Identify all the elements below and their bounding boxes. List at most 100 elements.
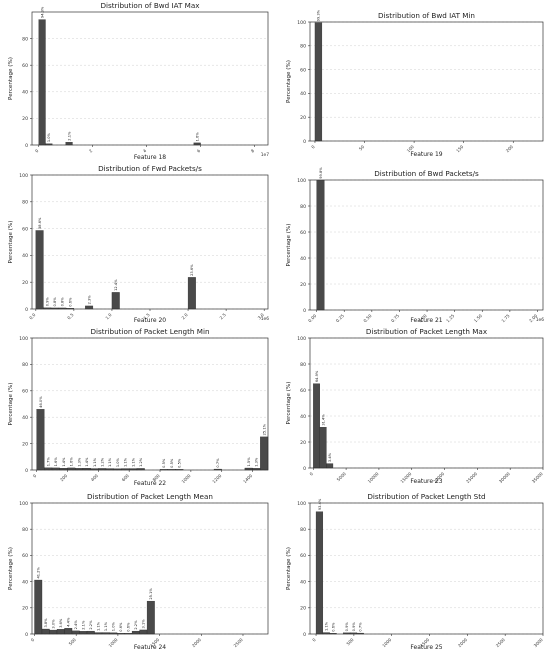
plot-frame xyxy=(309,21,544,142)
bar-value-label: 1.2% xyxy=(139,457,143,467)
x-axis-exponent: 1e7 xyxy=(261,152,269,158)
chart-panel-4: Distribution of Bwd Packets/s 0 20 40 60 80 10… xyxy=(286,167,544,324)
bar-value-label: 1.3% xyxy=(77,457,81,467)
x-tick-label: 2.00 xyxy=(528,313,538,323)
x-tick-label: 0.25 xyxy=(335,313,345,323)
bar-value-label: 3.4% xyxy=(328,452,332,462)
x-axis-label: Feature 24 xyxy=(134,644,166,651)
y-tick-label: 20 xyxy=(22,116,28,122)
bar-value-label: 99.8% xyxy=(319,167,323,179)
plot-frame xyxy=(309,179,544,311)
y-tick-label: 0 xyxy=(303,466,306,472)
bar-value-label: 2.3% xyxy=(87,295,91,305)
x-tick-label: 1.75 xyxy=(500,313,510,323)
chart-panel-5: Distribution of Packet Length Min 0 20 40 60… xyxy=(8,327,269,487)
histogram-bar xyxy=(139,629,148,635)
y-axis-label: Percentage (%) xyxy=(286,547,292,590)
bar-value-label: 0.6% xyxy=(127,622,131,632)
bar-value-label: 2.1% xyxy=(82,620,86,630)
bar-value-label: 3.0% xyxy=(52,619,56,629)
bar-value-label: 1.4% xyxy=(62,457,66,467)
x-axis-label: Feature 20 xyxy=(134,317,166,324)
y-tick-label: 0 xyxy=(25,632,28,638)
histogram-bar xyxy=(86,630,95,635)
x-axis-label: Feature 23 xyxy=(410,478,442,485)
bar-value-label: 0.6% xyxy=(119,622,123,632)
x-tick-label: 4 xyxy=(142,148,148,154)
y-axis-label: Percentage (%) xyxy=(286,224,292,267)
bar-value-label: 0.5% xyxy=(162,458,166,468)
bar-value-label: 41.2% xyxy=(37,567,41,579)
x-tick-label: 200 xyxy=(505,144,514,153)
bar-value-label: 1.1% xyxy=(108,457,112,467)
chart-panel-1: Distribution of Bwd IAT Max 0 20 40 60 80 0 2 4 6… xyxy=(8,1,269,161)
bar-value-label: 1.2% xyxy=(100,457,104,467)
bar-value-label: 2.2% xyxy=(89,620,93,630)
y-tick-label: 40 xyxy=(300,579,306,585)
x-axis-label: Feature 21 xyxy=(410,317,442,324)
chart-title: Distribution of Bwd IAT Max xyxy=(100,1,200,10)
y-tick-label: 20 xyxy=(22,441,28,447)
histogram-bar xyxy=(79,631,88,635)
bar-value-label: 1.7% xyxy=(46,457,50,467)
plot-frame xyxy=(31,174,269,310)
chart-title: Distribution of Packet Length Std xyxy=(367,492,485,501)
bar-value-label: 2.1% xyxy=(67,131,71,141)
x-tick-label: 2500 xyxy=(495,637,506,648)
x-tick-label: 0 xyxy=(309,471,315,477)
bar-value-label: 0.9% xyxy=(345,622,349,632)
y-tick-label: 40 xyxy=(300,414,306,420)
x-axis-label: Feature 22 xyxy=(134,480,166,487)
bar-value-label: 12.4% xyxy=(114,279,118,291)
plot-frame xyxy=(31,502,269,635)
chart-panel-3: Distribution of Fwd Packets/s 0 20 40 60 80 10… xyxy=(8,164,269,324)
y-tick-label: 100 xyxy=(297,178,306,184)
chart-title: Distribution of Fwd Packets/s xyxy=(98,164,202,173)
bar-value-label: 2.4% xyxy=(74,620,78,630)
plot-frame xyxy=(309,337,544,469)
y-tick-label: 60 xyxy=(300,388,306,394)
bar-value-label: 1.4% xyxy=(85,457,89,467)
y-tick-label: 20 xyxy=(22,280,28,286)
histogram-bar xyxy=(64,628,73,635)
y-tick-label: 80 xyxy=(300,44,306,50)
bar-value-label: 0.9% xyxy=(46,297,50,307)
histogram-bar xyxy=(41,628,50,635)
x-tick-label: 3000 xyxy=(533,637,544,648)
bar-value-label: 4.4% xyxy=(67,617,71,627)
x-tick-label: 8 xyxy=(250,148,256,154)
histogram-bar xyxy=(38,19,46,146)
y-tick-label: 100 xyxy=(297,20,306,26)
bar-value-label: 0.6% xyxy=(68,297,72,307)
x-tick-label: 1.00 xyxy=(418,313,428,323)
bar-value-label: 25.1% xyxy=(262,423,266,435)
histogram-bar xyxy=(319,427,327,469)
y-tick-label: 60 xyxy=(22,63,28,69)
y-tick-label: 0 xyxy=(303,139,306,145)
bar-value-label: 1.0% xyxy=(116,457,120,467)
x-tick-label: 100 xyxy=(406,144,415,153)
bar-value-label: 0.8% xyxy=(53,297,57,307)
x-axis-label: Feature 19 xyxy=(410,151,442,158)
histogram-bar xyxy=(326,463,334,469)
bar-value-label: 64.9% xyxy=(315,370,319,382)
histogram-bar xyxy=(71,630,80,635)
histogram-bar xyxy=(146,600,155,635)
x-tick-label: 0.00 xyxy=(307,313,317,323)
bar-value-label: 1.1% xyxy=(325,621,329,631)
bar-value-label: 1.0% xyxy=(47,132,51,142)
x-tick-label: 0 xyxy=(311,637,317,643)
histogram-bar xyxy=(85,305,94,310)
y-tick-label: 0 xyxy=(303,308,306,314)
y-axis-label: Percentage (%) xyxy=(286,382,292,425)
x-tick-label: 1200 xyxy=(211,473,222,484)
histogram-bar xyxy=(315,511,324,635)
y-tick-label: 20 xyxy=(22,606,28,612)
x-tick-label: 0 xyxy=(34,148,40,154)
y-tick-label: 80 xyxy=(22,200,28,206)
x-tick-label: 2.0 xyxy=(181,312,189,320)
plot-frame xyxy=(309,502,544,635)
x-tick-label: 800 xyxy=(152,473,161,482)
x-tick-label: 1.5 xyxy=(142,312,150,320)
